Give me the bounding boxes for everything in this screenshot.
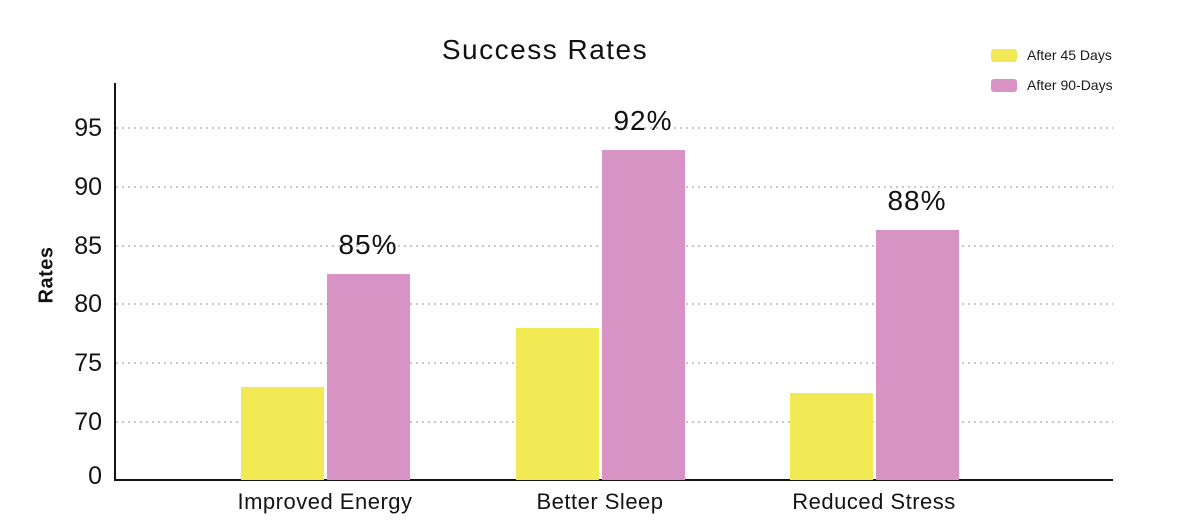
legend-swatch-after-45-days <box>991 48 1017 62</box>
legend-label-after-90-days: After 90-Days <box>1027 77 1113 93</box>
x-axis-category-improved-energy: Improved Energy <box>237 489 413 514</box>
y-tick-label-70: 70 <box>74 408 102 436</box>
chart-title: Success Rates <box>441 34 649 65</box>
x-axis-line <box>114 479 1113 481</box>
bar-after-90-days-better-sleep <box>601 150 685 480</box>
y-tick-label-75: 75 <box>74 349 102 378</box>
x-axis-category-better-sleep: Better Sleep <box>536 489 664 514</box>
legend-swatch-after-90-days <box>991 78 1017 92</box>
y-tick-label-90: 90 <box>74 172 102 201</box>
y-tick-label-95: 95 <box>74 114 102 142</box>
legend: After 45 Days After 90-Days <box>991 47 1113 108</box>
bar-after-45-days-reduced-stress <box>789 392 873 480</box>
bar-after-90-days-reduced-stress <box>875 230 959 480</box>
bar-after-90-days-improved-energy <box>326 273 410 480</box>
legend-item-after-45-days: After 45 Days <box>991 47 1113 63</box>
y-axis-line <box>114 83 116 481</box>
x-axis-category-reduced-stress: Reduced Stress <box>792 489 956 514</box>
bar-value-label-improved-energy: 85% <box>338 228 398 260</box>
legend-item-after-90-days: After 90-Days <box>991 77 1113 93</box>
bar-after-45-days-improved-energy <box>240 386 324 480</box>
bar-value-label-reduced-stress: 88% <box>887 185 947 217</box>
y-tick-label-80: 80 <box>74 290 102 319</box>
bar-value-label-better-sleep: 92% <box>613 105 673 137</box>
legend-label-after-45-days: After 45 Days <box>1027 47 1112 63</box>
y-tick-label-0: 0 <box>88 462 102 490</box>
gridline-95 <box>116 127 1113 129</box>
bar-after-45-days-better-sleep <box>515 327 599 480</box>
y-tick-label-85: 85 <box>74 231 102 260</box>
